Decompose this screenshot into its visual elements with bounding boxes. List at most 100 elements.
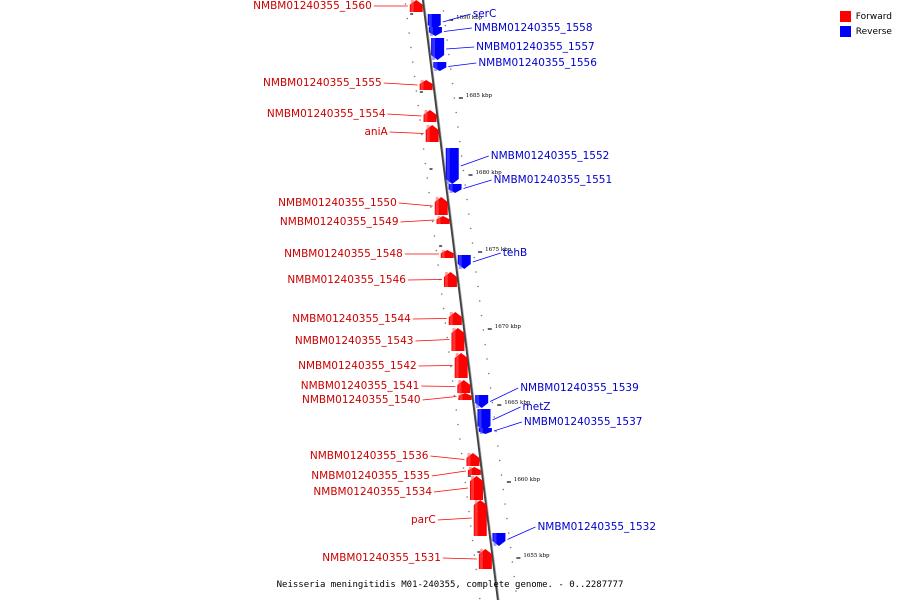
gene-arrow-highlight xyxy=(424,110,428,122)
gene-NMBM01240355_1541: NMBM01240355_1541 xyxy=(301,380,471,393)
gene-leader-line xyxy=(492,406,521,421)
gene-arrow-highlight xyxy=(458,380,462,393)
tick-dot xyxy=(495,430,497,433)
gene-NMBM01240355_1549: NMBM01240355_1549 xyxy=(280,216,450,228)
tick-dot xyxy=(440,293,443,295)
tick-dot xyxy=(513,575,515,578)
gene-serC: serC xyxy=(427,8,497,30)
gene-arrow-highlight xyxy=(449,312,453,325)
gene-leader-line xyxy=(448,62,477,67)
tick-dot xyxy=(404,3,407,5)
strand-legend: Forward Reverse xyxy=(839,9,892,39)
gene-label: NMBM01240355_1550 xyxy=(278,197,397,209)
gene-leader-line xyxy=(389,131,424,134)
gene-features: NMBM01240355_1560 serC NMBM01240355_1558 NM… xyxy=(253,0,656,569)
gene-arrow-highlight xyxy=(429,27,433,36)
tick-dot xyxy=(435,249,438,252)
tick-dot xyxy=(455,409,458,411)
gene-leader-line xyxy=(493,421,522,432)
gene-leader-line xyxy=(412,318,447,320)
tick-dot xyxy=(489,387,492,389)
tick-dot xyxy=(468,510,470,513)
gene-leader-line xyxy=(421,385,456,387)
gene-NMBM01240355_1544: NMBM01240355_1544 xyxy=(292,312,462,325)
gene-leader-line xyxy=(437,517,472,521)
gene-parC: parC xyxy=(411,500,487,536)
gene-arrow-highlight xyxy=(478,409,482,431)
tick-dot xyxy=(469,227,472,230)
gene-arrow-highlight xyxy=(449,184,453,193)
gene-arrow-highlight xyxy=(420,80,424,90)
kbp-ticks: 1690 kbp 1685 kbp 1680 kbp 1675 kbp 1670 kbp… xyxy=(410,13,550,559)
gene-label: NMBM01240355_1531 xyxy=(322,552,441,564)
tick-dot xyxy=(433,235,436,237)
gene-NMBM01240355_1557: NMBM01240355_1557 xyxy=(431,38,595,60)
tick-dot xyxy=(453,97,456,99)
gene-leader-line xyxy=(407,279,442,281)
gene-NMBM01240355_1556: NMBM01240355_1556 xyxy=(433,57,597,71)
gene-label: NMBM01240355_1552 xyxy=(491,150,610,162)
gene-label: NMBM01240355_1546 xyxy=(287,274,406,286)
gene-arrow-highlight xyxy=(444,272,448,287)
gene-arrow-highlight xyxy=(467,453,471,466)
gene-arrow-highlight xyxy=(410,0,414,12)
gene-leader-line xyxy=(490,387,519,402)
gene-label: NMBM01240355_1540 xyxy=(302,394,421,406)
gene-leader-line xyxy=(446,46,475,50)
gene-arrow-highlight xyxy=(441,250,445,258)
kbp-tick-label: 1660 kbp xyxy=(514,477,541,483)
tick-dot xyxy=(488,372,490,375)
gene-label: NMBM01240355_1555 xyxy=(263,77,382,89)
gene-arrow-highlight xyxy=(432,38,436,60)
gene-label: aniA xyxy=(364,126,388,138)
tick-dot xyxy=(491,401,494,404)
gene-leader-line xyxy=(383,82,418,86)
gene-arrow-highlight xyxy=(459,393,463,400)
tick-dot xyxy=(424,162,427,165)
gene-arrow-highlight xyxy=(468,467,472,475)
tick-dot xyxy=(471,539,474,542)
gene-label: NMBM01240355_1536 xyxy=(310,450,429,462)
gene-arrow-highlight xyxy=(493,533,497,546)
gene-leader-line xyxy=(460,155,489,167)
tick-dot xyxy=(421,133,423,136)
tick-dot xyxy=(473,554,476,556)
tick-dot xyxy=(502,488,505,491)
gene-label: NMBM01240355_1557 xyxy=(476,41,595,53)
gene-label: tehB xyxy=(503,247,527,259)
tick-dot xyxy=(464,481,467,484)
tick-dot xyxy=(471,242,474,244)
tick-dot xyxy=(451,380,454,382)
tick-dot xyxy=(479,597,481,600)
gene-arrow-highlight xyxy=(452,328,456,351)
gene-leader-line xyxy=(400,219,435,223)
gene-label: NMBM01240355_1554 xyxy=(267,108,386,120)
gene-label: metZ xyxy=(523,401,551,413)
gene-arrow-highlight xyxy=(455,353,459,378)
tick-dot xyxy=(464,184,467,186)
tick-dot xyxy=(515,590,517,592)
tick-dot xyxy=(411,61,414,63)
tick-dot xyxy=(466,198,468,201)
gene-leader-line xyxy=(443,27,472,32)
gene-label: NMBM01240355_1544 xyxy=(292,313,411,325)
tick-dot xyxy=(462,467,465,469)
tick-dot xyxy=(437,264,439,266)
tick-dot xyxy=(498,459,501,462)
gene-NMBM01240355_1540: NMBM01240355_1540 xyxy=(302,393,472,406)
gene-leader-line xyxy=(507,526,536,540)
tick-dot xyxy=(446,39,448,41)
tick-dot xyxy=(455,111,457,114)
tick-dot xyxy=(442,10,445,12)
gene-NMBM01240355_1550: NMBM01240355_1550 xyxy=(278,197,448,215)
tick-dot xyxy=(482,329,485,331)
gene-NMBM01240355_1534: NMBM01240355_1534 xyxy=(313,476,483,500)
gene-leader-line xyxy=(418,365,453,367)
gene-label: NMBM01240355_1548 xyxy=(284,248,403,260)
minor-tick-dots xyxy=(404,3,517,600)
gene-label: serC xyxy=(473,8,497,20)
gene-label: NMBM01240355_1539 xyxy=(520,382,639,394)
gene-NMBM01240355_1539: NMBM01240355_1539 xyxy=(475,382,639,408)
gene-NMBM01240355_1551: NMBM01240355_1551 xyxy=(448,174,612,193)
gene-label: parC xyxy=(411,514,436,526)
